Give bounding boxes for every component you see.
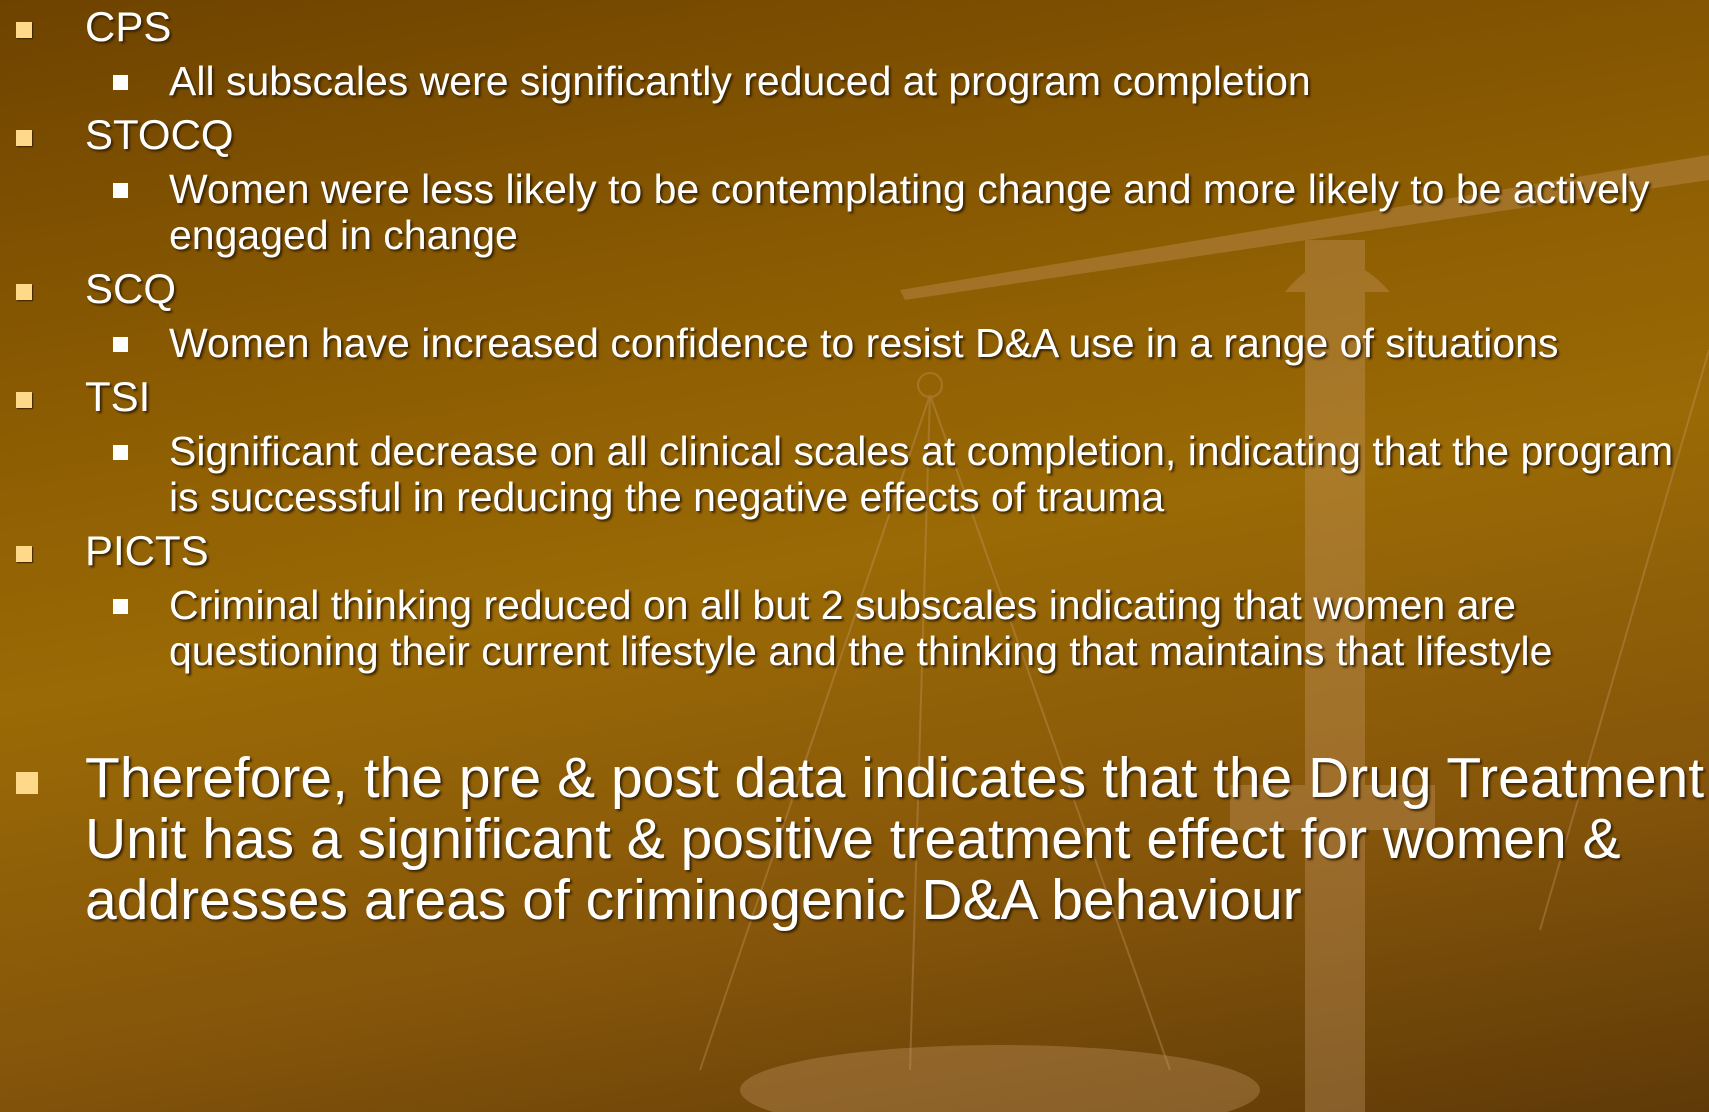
content: CPS All subscales were significantly redu…: [0, 2, 1709, 931]
bullet-heading: SCQ: [0, 264, 1709, 314]
bullet-heading: PICTS: [0, 526, 1709, 576]
bullet-detail: Significant decrease on all clinical sca…: [113, 428, 1679, 520]
conclusion: Therefore, the pre & post data indicates…: [0, 748, 1705, 931]
bullet-item: PICTS Criminal thinking reduced on all bu…: [0, 526, 1709, 674]
bullet-detail: Criminal thinking reduced on all but 2 s…: [113, 582, 1679, 674]
bullet-detail: Women have increased confidence to resis…: [113, 320, 1679, 366]
bullet-item: STOCQ Women were less likely to be contem…: [0, 110, 1709, 258]
bullet-detail: Women were less likely to be contemplati…: [113, 166, 1679, 258]
bullet-detail: All subscales were significantly reduced…: [113, 58, 1679, 104]
bullet-item: SCQ Women have increased confidence to re…: [0, 264, 1709, 366]
bullet-item: TSI Significant decrease on all clinical …: [0, 372, 1709, 520]
bullet-heading: CPS: [0, 2, 1709, 52]
bullet-item: CPS All subscales were significantly redu…: [0, 2, 1709, 104]
bullet-heading: STOCQ: [0, 110, 1709, 160]
bullet-heading: TSI: [0, 372, 1709, 422]
